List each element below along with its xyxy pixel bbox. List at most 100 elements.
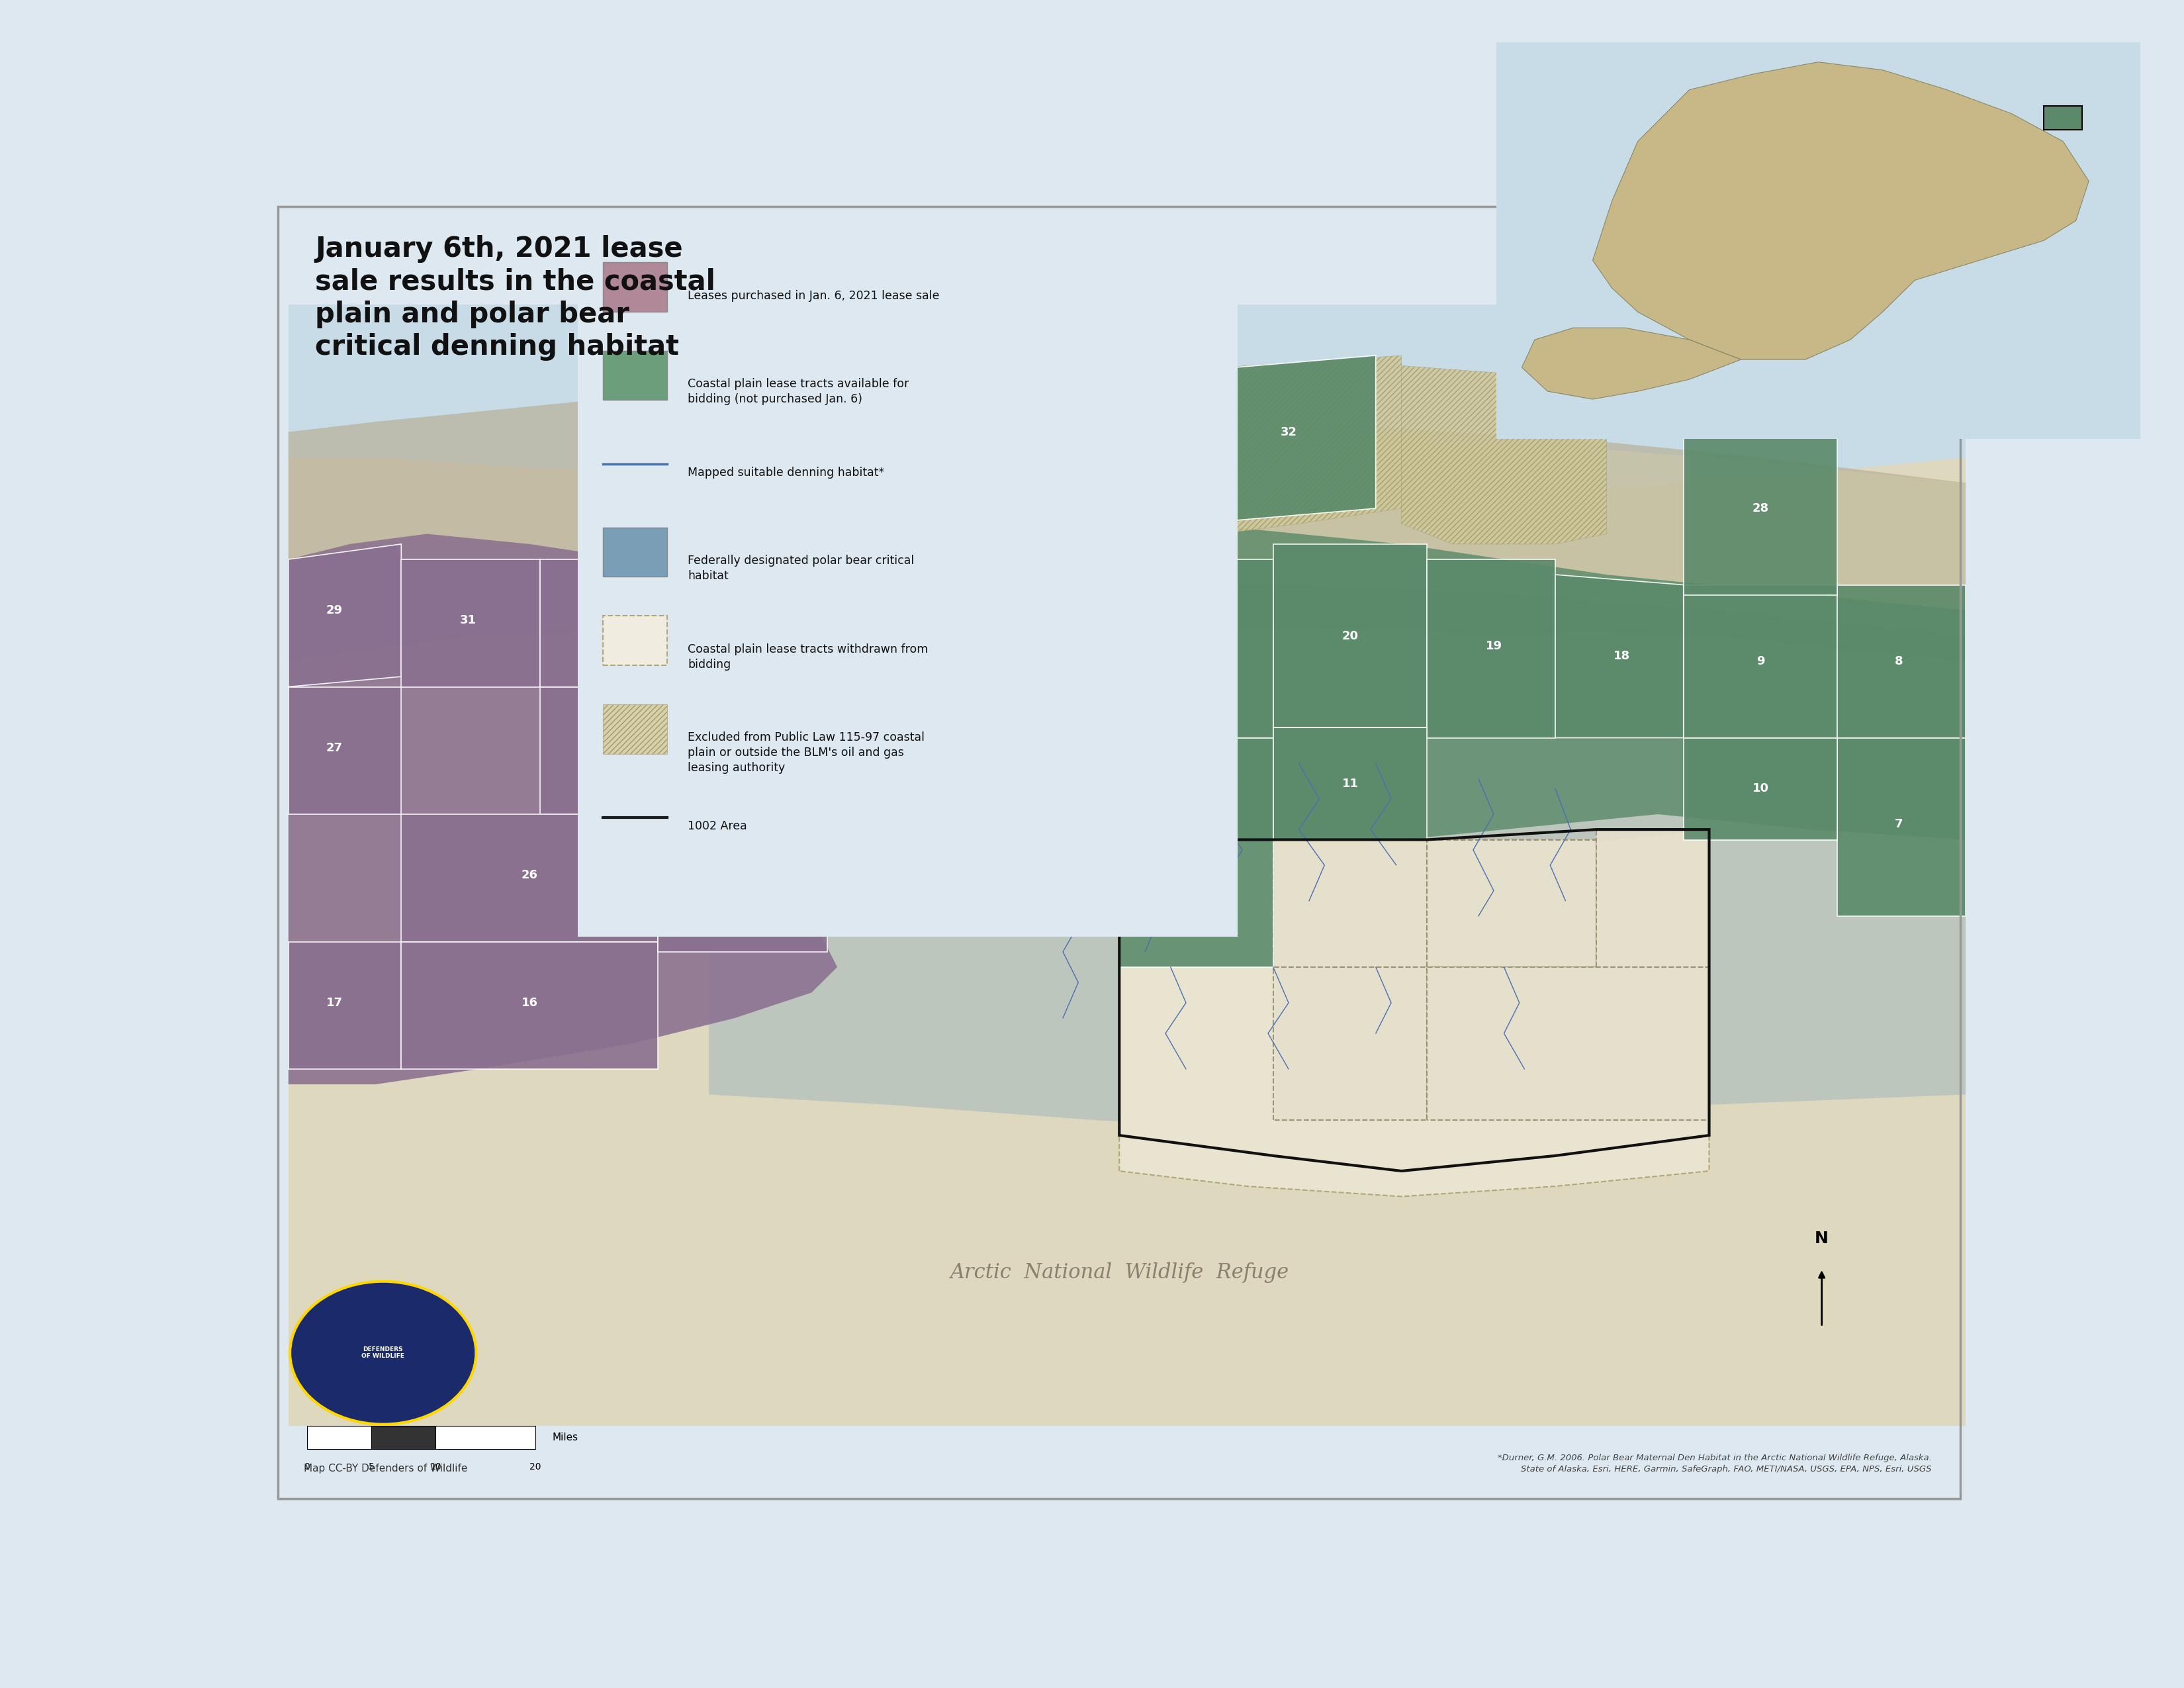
Polygon shape bbox=[710, 584, 1966, 1131]
Polygon shape bbox=[965, 728, 1118, 829]
Text: DEFENDERS
OF WILDLIFE: DEFENDERS OF WILDLIFE bbox=[363, 1347, 404, 1359]
Polygon shape bbox=[1273, 544, 1426, 728]
Text: 18: 18 bbox=[1614, 650, 1629, 662]
Text: 10: 10 bbox=[430, 1462, 441, 1472]
Polygon shape bbox=[402, 814, 657, 942]
Bar bbox=[2044, 106, 2081, 130]
Polygon shape bbox=[1018, 381, 1171, 544]
Text: Leases purchased in Jan. 6, 2021 lease sale: Leases purchased in Jan. 6, 2021 lease s… bbox=[688, 290, 939, 302]
Text: 20: 20 bbox=[529, 1462, 542, 1472]
Text: 24: 24 bbox=[767, 733, 784, 744]
Polygon shape bbox=[1273, 967, 1426, 1121]
FancyBboxPatch shape bbox=[603, 351, 668, 400]
Text: 7: 7 bbox=[1896, 819, 1902, 830]
Polygon shape bbox=[402, 942, 657, 1069]
Text: 27: 27 bbox=[325, 743, 343, 755]
Text: January 6th, 2021 lease
sale results in the coastal
plain and polar bear
critica: January 6th, 2021 lease sale results in … bbox=[314, 235, 716, 361]
Text: 8: 8 bbox=[1896, 655, 1902, 667]
Text: 16: 16 bbox=[522, 998, 537, 1009]
Text: Miles: Miles bbox=[553, 1433, 579, 1442]
Polygon shape bbox=[288, 304, 1966, 508]
Text: *Durner, G.M. 2006. Polar Bear Maternal Den Habitat in the Arctic National Wildl: *Durner, G.M. 2006. Polar Bear Maternal … bbox=[1498, 1453, 1931, 1474]
Polygon shape bbox=[1273, 839, 1426, 967]
Text: 22: 22 bbox=[1033, 630, 1051, 641]
Polygon shape bbox=[1273, 728, 1426, 839]
Polygon shape bbox=[1837, 738, 1966, 917]
Polygon shape bbox=[1522, 327, 1741, 400]
Text: 19: 19 bbox=[1485, 640, 1503, 652]
Text: N: N bbox=[1815, 1231, 1828, 1246]
Text: Arctic  National  Wildlife  Refuge: Arctic National Wildlife Refuge bbox=[950, 1263, 1289, 1283]
Polygon shape bbox=[1426, 967, 1710, 1121]
Polygon shape bbox=[1592, 62, 2088, 360]
Polygon shape bbox=[1118, 559, 1273, 738]
Text: 12: 12 bbox=[1188, 783, 1206, 795]
Polygon shape bbox=[1555, 574, 1684, 738]
FancyBboxPatch shape bbox=[603, 262, 668, 312]
Polygon shape bbox=[288, 533, 847, 1084]
Text: 23: 23 bbox=[885, 640, 902, 652]
Polygon shape bbox=[1426, 839, 1597, 967]
Text: 26: 26 bbox=[522, 869, 537, 881]
Polygon shape bbox=[288, 942, 402, 1069]
Text: Coastal plain lease tracts withdrawn from
bidding: Coastal plain lease tracts withdrawn fro… bbox=[688, 643, 928, 670]
Polygon shape bbox=[828, 559, 965, 738]
Polygon shape bbox=[1496, 42, 2140, 439]
Text: 30: 30 bbox=[603, 614, 620, 626]
Polygon shape bbox=[1118, 839, 1273, 967]
Polygon shape bbox=[539, 559, 684, 687]
Text: Map CC-BY Defenders of Wildlife: Map CC-BY Defenders of Wildlife bbox=[304, 1463, 467, 1474]
Text: 13: 13 bbox=[1033, 773, 1051, 785]
Polygon shape bbox=[828, 523, 1966, 967]
Text: 28: 28 bbox=[1752, 503, 1769, 515]
Circle shape bbox=[290, 1281, 476, 1425]
Text: 14: 14 bbox=[885, 768, 902, 780]
FancyBboxPatch shape bbox=[577, 248, 1238, 937]
Polygon shape bbox=[1426, 559, 1555, 738]
Text: 20: 20 bbox=[1341, 630, 1358, 641]
Polygon shape bbox=[288, 687, 402, 814]
Polygon shape bbox=[288, 544, 402, 687]
Polygon shape bbox=[725, 662, 828, 814]
Polygon shape bbox=[684, 432, 1966, 636]
FancyBboxPatch shape bbox=[306, 1426, 371, 1448]
Text: 15: 15 bbox=[736, 874, 753, 886]
Text: 31: 31 bbox=[459, 614, 476, 626]
Polygon shape bbox=[965, 544, 1118, 728]
Polygon shape bbox=[288, 381, 1966, 662]
Text: 29: 29 bbox=[325, 604, 343, 616]
FancyBboxPatch shape bbox=[435, 1426, 535, 1448]
Text: 6: 6 bbox=[1192, 895, 1201, 906]
FancyBboxPatch shape bbox=[603, 616, 668, 665]
Text: 5: 5 bbox=[369, 1462, 373, 1472]
Polygon shape bbox=[657, 814, 828, 952]
Text: 10: 10 bbox=[1752, 783, 1769, 795]
Polygon shape bbox=[1118, 738, 1273, 839]
FancyBboxPatch shape bbox=[603, 704, 668, 753]
Polygon shape bbox=[1597, 829, 1710, 967]
Text: 9: 9 bbox=[1756, 655, 1765, 667]
Text: 0: 0 bbox=[304, 1462, 310, 1472]
Text: 1002 Area: 1002 Area bbox=[688, 820, 747, 832]
Polygon shape bbox=[402, 559, 539, 687]
Text: 17: 17 bbox=[325, 998, 343, 1009]
Text: Mapped suitable denning habitat*: Mapped suitable denning habitat* bbox=[688, 466, 885, 478]
Polygon shape bbox=[1118, 829, 1710, 1197]
Polygon shape bbox=[828, 738, 965, 814]
Polygon shape bbox=[1197, 356, 1376, 523]
Text: 11: 11 bbox=[1341, 778, 1358, 790]
Polygon shape bbox=[1402, 366, 1607, 544]
Polygon shape bbox=[1684, 584, 1837, 738]
Polygon shape bbox=[1837, 584, 1966, 738]
Text: Federally designated polar bear critical
habitat: Federally designated polar bear critical… bbox=[688, 555, 915, 582]
Text: 25: 25 bbox=[625, 743, 640, 755]
FancyBboxPatch shape bbox=[603, 527, 668, 577]
Text: Coastal plain lease tracts available for
bidding (not purchased Jan. 6): Coastal plain lease tracts available for… bbox=[688, 378, 909, 405]
Polygon shape bbox=[1684, 738, 1837, 839]
Polygon shape bbox=[288, 381, 1966, 1426]
Polygon shape bbox=[539, 687, 725, 814]
Text: Excluded from Public Law 115-97 coastal
plain or outside the BLM's oil and gas
l: Excluded from Public Law 115-97 coastal … bbox=[688, 731, 924, 773]
Text: 32: 32 bbox=[1280, 425, 1297, 437]
Polygon shape bbox=[1171, 356, 1402, 533]
Text: 21: 21 bbox=[1188, 640, 1206, 652]
